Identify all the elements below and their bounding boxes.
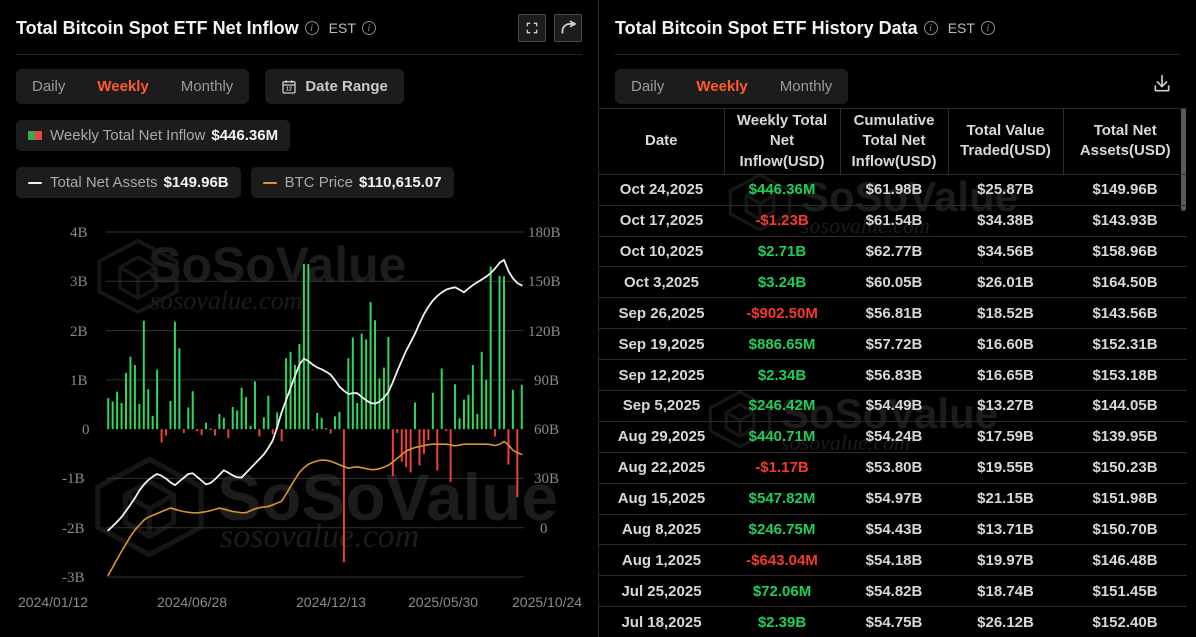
svg-text:12: 12 [286,86,292,92]
